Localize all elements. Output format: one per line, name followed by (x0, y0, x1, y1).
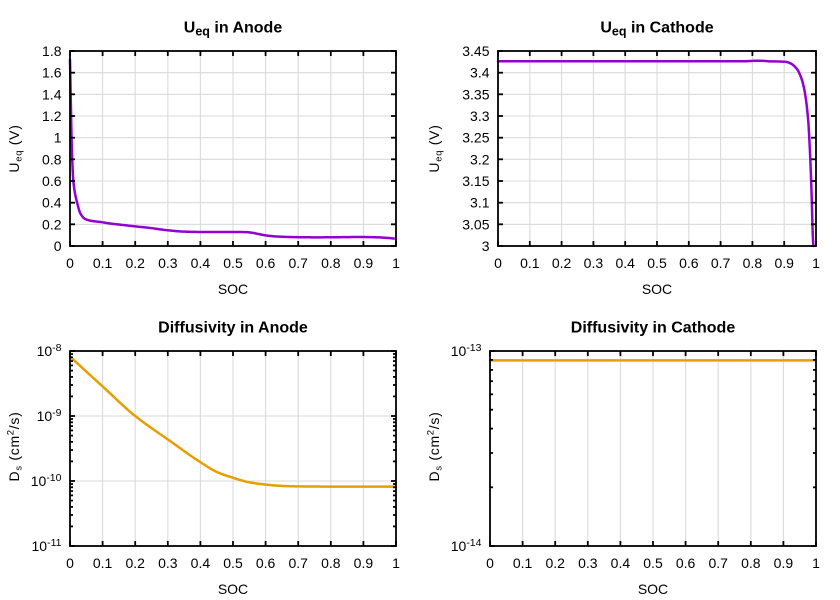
svg-text:Ds (cm2/s): Ds (cm2/s) (426, 412, 445, 482)
svg-text:0.6: 0.6 (256, 255, 276, 271)
svg-text:0.2: 0.2 (125, 255, 145, 271)
svg-text:3: 3 (482, 238, 490, 254)
svg-text:0.5: 0.5 (223, 555, 243, 571)
svg-text:SOC: SOC (642, 281, 672, 297)
svg-text:0.8: 0.8 (321, 555, 341, 571)
svg-text:0.1: 0.1 (93, 255, 113, 271)
svg-text:0.7: 0.7 (708, 555, 728, 571)
svg-text:0.2: 0.2 (42, 216, 62, 232)
svg-text:0.9: 0.9 (774, 555, 794, 571)
svg-text:3.1: 3.1 (470, 195, 490, 211)
svg-text:Ueq in Cathode: Ueq in Cathode (600, 20, 713, 39)
svg-text:0.4: 0.4 (611, 555, 631, 571)
svg-text:3.05: 3.05 (462, 216, 489, 232)
svg-text:0: 0 (486, 555, 494, 571)
svg-text:0.6: 0.6 (676, 555, 696, 571)
svg-text:0: 0 (66, 255, 74, 271)
svg-text:Diffusivity in Anode: Diffusivity in Anode (158, 320, 308, 337)
svg-text:1.6: 1.6 (42, 65, 62, 81)
svg-text:0.9: 0.9 (354, 255, 374, 271)
svg-text:1.4: 1.4 (42, 86, 62, 102)
svg-text:0.5: 0.5 (647, 255, 667, 271)
svg-text:1.8: 1.8 (42, 43, 62, 59)
svg-text:3.2: 3.2 (470, 151, 490, 167)
svg-text:3.3: 3.3 (470, 108, 490, 124)
svg-text:0: 0 (494, 255, 502, 271)
svg-text:0.1: 0.1 (93, 555, 113, 571)
svg-text:0.4: 0.4 (191, 255, 211, 271)
svg-text:0.5: 0.5 (643, 555, 663, 571)
svg-text:1: 1 (812, 255, 820, 271)
svg-text:1: 1 (54, 130, 62, 146)
svg-text:Diffusivity in Cathode: Diffusivity in Cathode (571, 320, 736, 337)
svg-text:0: 0 (66, 555, 74, 571)
svg-text:Ueq (V): Ueq (V) (6, 124, 25, 172)
svg-text:0.3: 0.3 (584, 255, 604, 271)
svg-text:0.2: 0.2 (125, 555, 145, 571)
svg-text:0.9: 0.9 (354, 555, 374, 571)
svg-text:SOC: SOC (638, 581, 668, 597)
svg-text:1: 1 (812, 555, 820, 571)
svg-text:0.3: 0.3 (158, 555, 178, 571)
svg-text:0.6: 0.6 (256, 555, 276, 571)
svg-text:3.4: 3.4 (470, 65, 490, 81)
svg-text:0.3: 0.3 (578, 555, 598, 571)
svg-text:1: 1 (392, 555, 400, 571)
svg-text:0.3: 0.3 (158, 255, 178, 271)
svg-text:Ueq (V): Ueq (V) (426, 124, 445, 172)
svg-text:3.15: 3.15 (462, 173, 489, 189)
svg-text:0.7: 0.7 (288, 555, 308, 571)
svg-text:0.8: 0.8 (42, 151, 62, 167)
svg-text:0.1: 0.1 (520, 255, 540, 271)
svg-text:0.2: 0.2 (545, 555, 565, 571)
svg-text:0.8: 0.8 (743, 255, 763, 271)
svg-text:Ds (cm2/s): Ds (cm2/s) (6, 412, 25, 482)
svg-text:3.25: 3.25 (462, 130, 489, 146)
svg-text:SOC: SOC (218, 281, 248, 297)
svg-text:1.2: 1.2 (42, 108, 62, 124)
svg-text:0.5: 0.5 (223, 255, 243, 271)
svg-text:3.45: 3.45 (462, 43, 489, 59)
svg-text:0.1: 0.1 (513, 555, 533, 571)
svg-text:0.6: 0.6 (679, 255, 699, 271)
svg-text:1: 1 (392, 255, 400, 271)
svg-text:3.35: 3.35 (462, 86, 489, 102)
svg-text:0.4: 0.4 (615, 255, 635, 271)
svg-text:0.8: 0.8 (321, 255, 341, 271)
svg-text:0: 0 (54, 238, 62, 254)
svg-text:0.8: 0.8 (741, 555, 761, 571)
svg-text:0.2: 0.2 (552, 255, 572, 271)
svg-text:0.6: 0.6 (42, 173, 62, 189)
svg-text:0.4: 0.4 (191, 555, 211, 571)
svg-text:Ueq in Anode: Ueq in Anode (184, 20, 283, 39)
svg-text:0.7: 0.7 (711, 255, 731, 271)
svg-text:0.9: 0.9 (774, 255, 794, 271)
svg-text:0.7: 0.7 (288, 255, 308, 271)
svg-text:SOC: SOC (218, 581, 248, 597)
svg-text:0.4: 0.4 (42, 195, 62, 211)
